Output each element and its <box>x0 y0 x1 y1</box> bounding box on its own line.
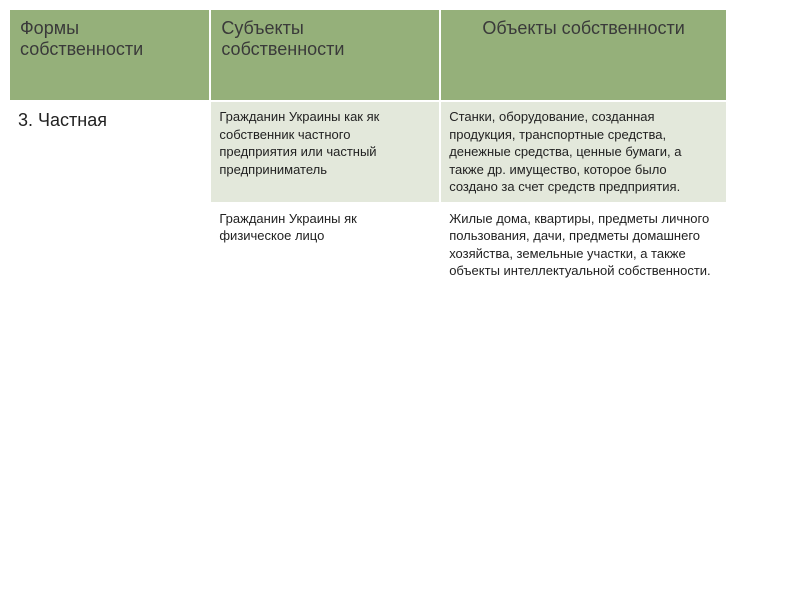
property-table-container: Формы собственности Субъекты собственнос… <box>8 8 728 288</box>
table-row: 3. Частная Гражданин Украины как як собс… <box>10 102 726 202</box>
cell-object: Станки, оборудование, созданная продукци… <box>441 102 726 202</box>
table-header-row: Формы собственности Субъекты собственнос… <box>10 10 726 100</box>
header-subjects: Субъекты собственности <box>211 10 439 100</box>
cell-subject: Гражданин Украины як физическое лицо <box>211 204 439 286</box>
cell-subject: Гражданин Украины как як собственник час… <box>211 102 439 202</box>
header-objects: Объекты собственности <box>441 10 726 100</box>
cell-object: Жилые дома, квартиры, предметы личного п… <box>441 204 726 286</box>
header-forms: Формы собственности <box>10 10 209 100</box>
cell-form: 3. Частная <box>10 102 209 286</box>
property-table: Формы собственности Субъекты собственнос… <box>8 8 728 288</box>
